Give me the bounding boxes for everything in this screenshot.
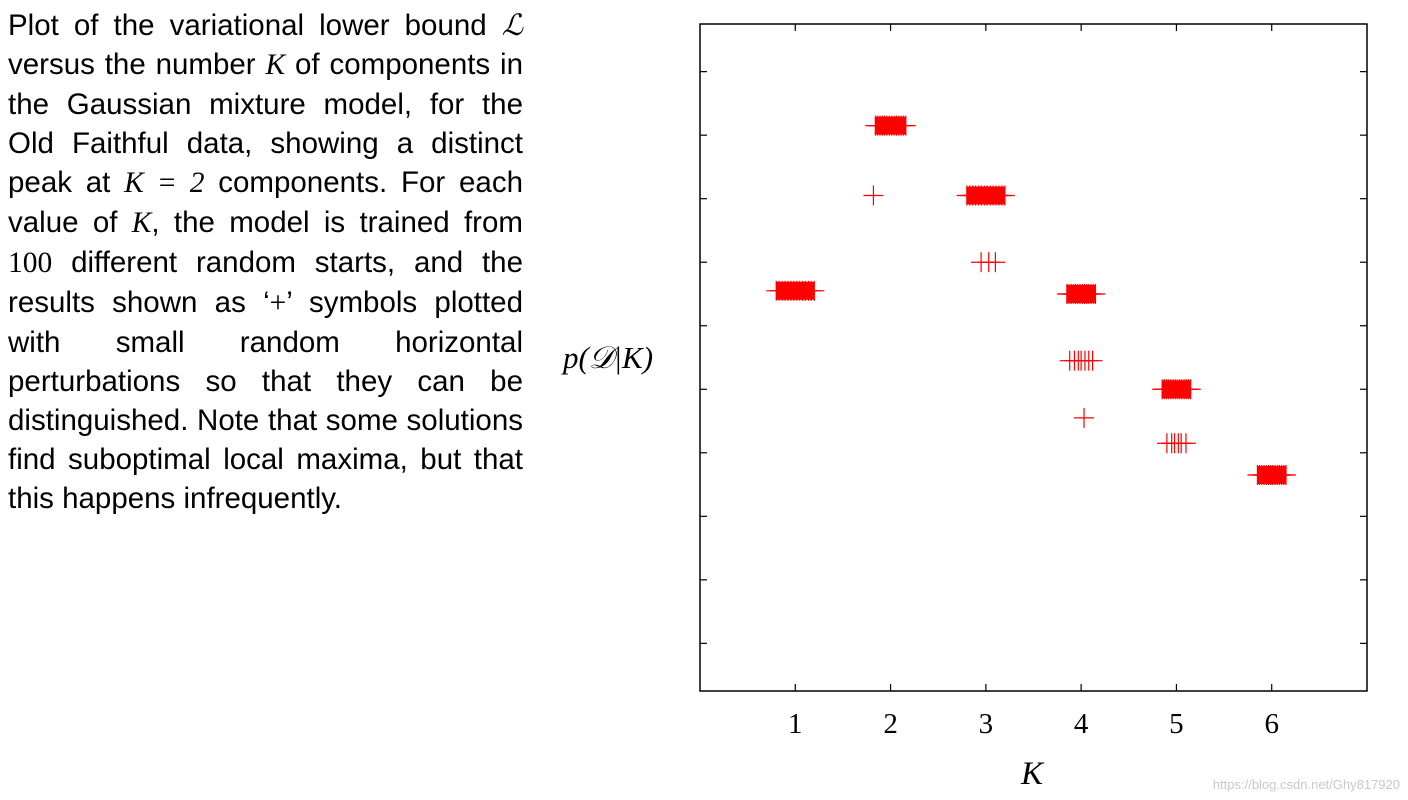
data-point <box>1175 433 1196 454</box>
data-point <box>804 280 825 301</box>
caption-math-eq: K = 2 <box>124 167 205 199</box>
data-points <box>766 115 1297 486</box>
caption-math-100: 100 <box>8 247 53 279</box>
x-tick-label: 1 <box>788 708 803 740</box>
data-point <box>863 185 884 206</box>
caption-text: versus the number <box>8 48 266 81</box>
x-axis-label: K <box>1020 756 1045 792</box>
y-ticks <box>700 71 1367 644</box>
x-tick-label: 3 <box>979 708 994 740</box>
caption-text: different random starts, and the results… <box>8 246 523 319</box>
caption-text: of components in the Gaussian mixture mo… <box>8 48 523 199</box>
data-point <box>1180 379 1201 400</box>
data-point <box>1276 465 1297 486</box>
x-tick-label: 5 <box>1169 708 1184 740</box>
caption-math-K: K <box>131 207 152 239</box>
caption-math-K: K <box>265 49 286 81</box>
caption-text: Plot of the variational lower bound <box>8 9 487 42</box>
data-point <box>994 185 1015 206</box>
data-point <box>1085 283 1106 304</box>
watermark-text: https://blog.csdn.net/Ghy817920 <box>1212 777 1400 792</box>
caption-text: ’ symbols plotted with small random hori… <box>8 286 523 515</box>
x-ticks: 1 2 3 4 5 6 <box>788 24 1279 740</box>
caption-math-plus: + <box>269 287 287 319</box>
x-tick-label: 6 <box>1264 708 1279 740</box>
caption-text: components. For each value of <box>8 166 523 239</box>
y-axis-label: p(𝒟|K) <box>561 340 653 375</box>
data-point <box>985 252 1006 273</box>
data-point <box>1074 407 1095 428</box>
data-point <box>1082 350 1103 371</box>
x-tick-label: 2 <box>883 708 898 740</box>
caption-text: , the model is trained from <box>151 206 523 239</box>
x-tick-label: 4 <box>1074 708 1089 740</box>
plot-frame <box>699 23 1368 692</box>
figure-caption: Plot of the variational lower bound ℒ ve… <box>8 6 523 518</box>
caption-math-L: ℒ <box>501 8 523 42</box>
data-point <box>895 115 916 136</box>
